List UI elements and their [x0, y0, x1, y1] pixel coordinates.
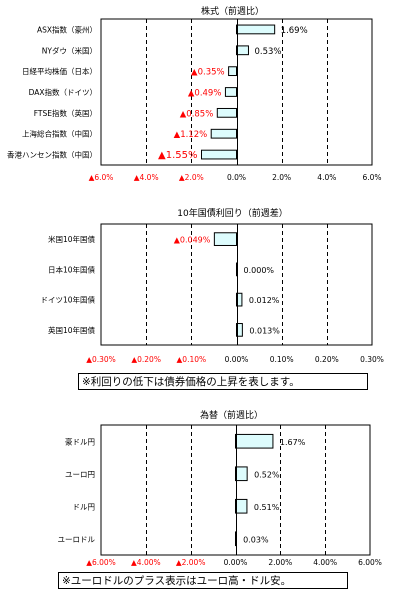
tick-label: 4.0% — [317, 173, 336, 182]
tick-label: 6.00% — [358, 558, 382, 567]
value-label: 0.53% — [254, 47, 281, 57]
value-label: 0.03% — [243, 535, 269, 544]
tick-label: ▲6.00% — [86, 558, 116, 567]
tick-label: 0.00% — [225, 355, 249, 364]
category-label: FTSE指数（英国） — [34, 108, 97, 118]
value-label: ▲0.85% — [180, 109, 214, 119]
tick-label: ▲6.0% — [89, 173, 114, 182]
value-label: ▲0.49% — [188, 89, 222, 99]
tick-label: ▲0.20% — [131, 355, 161, 364]
plot-frame — [100, 223, 373, 346]
chart-title: 10年国債利回り（前週差） — [177, 207, 287, 219]
plot-frame — [100, 18, 373, 166]
bar — [235, 498, 248, 514]
tick-label: 2.0% — [272, 173, 291, 182]
category-label: 上海総合指数（中国） — [22, 129, 97, 139]
tick-label: 2.00% — [268, 558, 292, 567]
category-label: 日経平均株価（日本） — [22, 66, 97, 76]
chart-title: 株式（前週比） — [201, 5, 264, 17]
tick-label: 0.10% — [270, 355, 294, 364]
bar — [228, 66, 238, 77]
category-label: 豪ドル円 — [65, 436, 95, 446]
bar — [224, 87, 238, 97]
tick-label: ▲2.00% — [176, 558, 206, 567]
bar — [216, 107, 238, 118]
tick-label: ▲2.0% — [179, 173, 204, 182]
value-label: ▲0.35% — [191, 68, 225, 78]
category-label: 日本10年国債 — [48, 264, 96, 274]
value-label: 0.012% — [249, 296, 280, 305]
fx-note: ※ユーロドルのプラス表示はユーロ高・ドル安。 — [58, 572, 348, 589]
category-label: 英国10年国債 — [48, 325, 96, 335]
category-label: ユーロドル — [58, 535, 96, 544]
category-label: 米国10年国債 — [48, 234, 96, 244]
plot-frame — [100, 424, 371, 556]
bar — [210, 128, 237, 139]
bar — [236, 323, 243, 337]
tick-label: ▲4.00% — [131, 558, 161, 567]
bar — [235, 433, 274, 449]
bond-note: ※利回りの低下は債券価格の上昇を表します。 — [78, 373, 368, 390]
tick-label: ▲0.10% — [177, 355, 207, 364]
tick-label: ▲0.30% — [86, 355, 116, 364]
bar — [236, 292, 243, 307]
category-label: ドイツ10年国債 — [40, 295, 95, 305]
value-label: 0.000% — [244, 266, 275, 275]
category-label: ユーロ円 — [65, 470, 95, 479]
tick-label: 0.20% — [315, 355, 339, 364]
category-label: DAX指数（ドイツ） — [29, 87, 97, 97]
tick-label: 0.00% — [224, 558, 248, 567]
value-label: 0.52% — [254, 470, 280, 479]
category-label: 香港ハンセン指数（中国） — [7, 150, 97, 160]
tick-label: 6.0% — [362, 173, 381, 182]
value-label: 0.013% — [249, 326, 280, 335]
category-label: ドル円 — [73, 502, 96, 511]
value-label: 1.67% — [280, 438, 306, 447]
tick-label: 0.30% — [360, 355, 384, 364]
value-label: ▲0.049% — [174, 236, 211, 245]
value-label: 0.51% — [254, 503, 280, 512]
category-label: NYダウ（米国） — [42, 45, 97, 55]
tick-label: 4.00% — [313, 558, 337, 567]
tick-label: ▲4.0% — [134, 173, 159, 182]
value-label: 1.69% — [281, 26, 308, 36]
bar — [236, 24, 276, 35]
tick-label: 0.0% — [227, 173, 246, 182]
value-label: ▲1.12% — [174, 130, 208, 140]
bar — [200, 149, 237, 160]
bar — [236, 45, 249, 56]
chart-title: 為替（前週比） — [200, 409, 263, 421]
value-label: ▲1.55% — [158, 150, 197, 161]
category-label: ASX指数（豪州） — [37, 24, 97, 34]
bar — [235, 466, 248, 482]
bar — [213, 232, 237, 246]
